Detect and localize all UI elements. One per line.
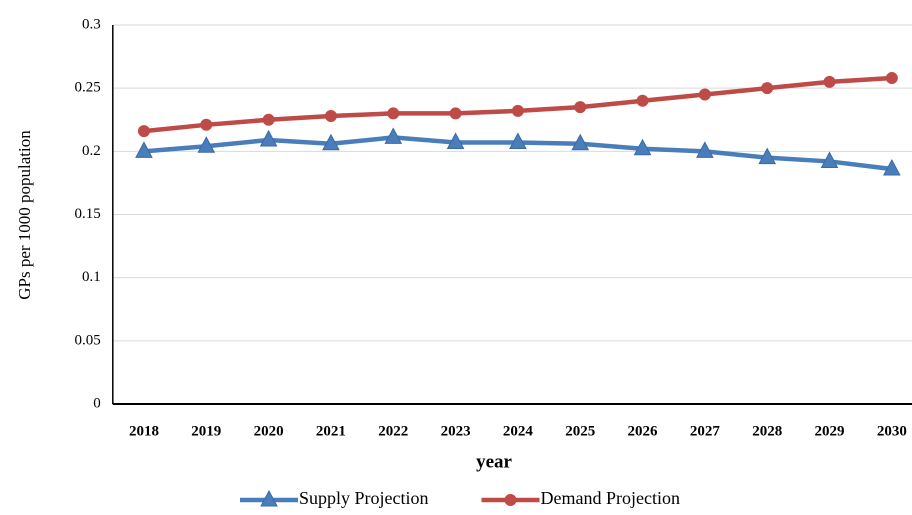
- legend-label: Demand Projection: [541, 488, 680, 508]
- data-point: [761, 82, 774, 95]
- y-tick-label: 0: [93, 395, 101, 411]
- legend-marker: [504, 494, 517, 506]
- x-tick-label: 2018: [129, 423, 159, 439]
- data-point: [636, 94, 649, 107]
- x-axis-label: year: [476, 451, 512, 472]
- data-point: [698, 88, 711, 101]
- data-point: [574, 101, 587, 114]
- x-tick-label: 2030: [877, 423, 907, 439]
- data-point: [511, 104, 524, 117]
- y-axis-label: GPs per 1000 population: [15, 130, 34, 300]
- x-tick-label: 2019: [191, 423, 221, 439]
- y-tick-label: 0.1: [82, 269, 101, 285]
- data-point: [324, 109, 337, 122]
- x-tick-label: 2026: [628, 423, 659, 439]
- x-tick-label: 2021: [316, 423, 346, 439]
- y-tick-label: 0.2: [82, 143, 101, 159]
- data-point: [883, 158, 901, 176]
- y-tick-label: 0.25: [75, 80, 101, 96]
- data-point: [696, 141, 714, 158]
- data-point: [387, 107, 400, 120]
- x-tick-label: 2023: [441, 423, 471, 439]
- data-point: [137, 125, 150, 138]
- x-tick-label: 2028: [752, 423, 782, 439]
- data-point: [322, 133, 340, 151]
- data-point: [259, 129, 278, 147]
- data-point: [384, 127, 403, 144]
- x-tick-label: 2022: [378, 423, 408, 439]
- x-tick-label: 2025: [565, 423, 595, 439]
- y-tick-label: 0.05: [75, 332, 101, 348]
- data-point: [200, 118, 213, 131]
- x-tick-label: 2027: [690, 423, 721, 439]
- x-tick-label: 2029: [815, 423, 845, 439]
- data-point: [820, 151, 839, 168]
- data-point: [262, 113, 275, 126]
- data-point: [633, 138, 652, 156]
- data-point: [449, 107, 462, 120]
- data-point: [823, 75, 836, 88]
- y-tick-label: 0.3: [82, 16, 101, 32]
- y-tick-label: 0.15: [75, 206, 101, 222]
- x-tick-label: 2024: [503, 423, 534, 439]
- data-point: [758, 147, 777, 165]
- data-point: [446, 132, 465, 149]
- data-point: [571, 133, 590, 151]
- data-point: [135, 141, 153, 158]
- legend-marker: [260, 489, 278, 507]
- legend-label: Supply Projection: [299, 488, 429, 508]
- data-point: [197, 136, 216, 153]
- x-tick-label: 2020: [254, 423, 284, 439]
- series-line: [143, 75, 892, 134]
- data-point: [509, 132, 527, 149]
- data-point: [885, 72, 898, 85]
